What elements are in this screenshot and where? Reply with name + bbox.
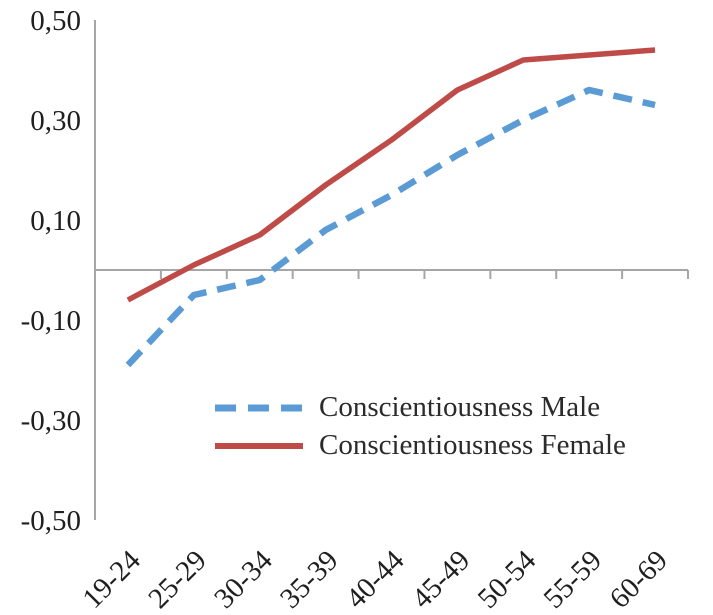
x-tick-label: 40-44 [340, 544, 411, 615]
x-tick-label: 25-29 [142, 544, 212, 614]
x-tick-label: 19-24 [76, 544, 147, 615]
x-tick-label: 35-39 [274, 544, 344, 614]
legend-item-female: Conscientiousness Female [213, 428, 626, 462]
legend-male-label: Conscientiousness Male [319, 391, 601, 423]
x-tick-label: 60-69 [604, 544, 674, 614]
y-tick-label: -0,10 [21, 305, 81, 337]
y-tick-label: 0,30 [30, 105, 81, 137]
legend-item-male: Conscientiousness Male [213, 391, 626, 424]
x-tick-label: 55-59 [538, 544, 608, 614]
x-tick-label: 45-49 [406, 544, 476, 614]
legend-female-label: Conscientiousness Female [319, 428, 626, 461]
series-line-male [125, 86, 656, 368]
x-tick-label: 50-54 [472, 544, 543, 615]
series-line-female [126, 47, 656, 303]
y-tick-label: -0,50 [21, 505, 81, 537]
legend-female-line-sample [215, 442, 303, 449]
legend-male-line-sample [215, 404, 303, 412]
y-tick-label: -0,30 [21, 405, 81, 437]
x-tick-label: 30-34 [208, 544, 279, 615]
chart-legend: Conscientiousness Male Conscientiousness… [213, 391, 626, 462]
y-tick-label: 0,10 [30, 205, 81, 237]
y-tick-label: 0,50 [30, 5, 81, 37]
